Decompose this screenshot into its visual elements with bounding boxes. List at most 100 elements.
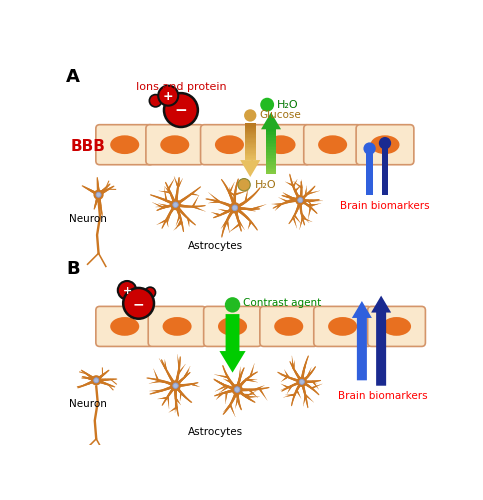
Ellipse shape <box>382 317 411 336</box>
Bar <box>266 171 276 172</box>
Bar <box>245 130 256 132</box>
Ellipse shape <box>110 136 139 154</box>
Bar <box>266 156 276 158</box>
Ellipse shape <box>160 136 189 154</box>
FancyBboxPatch shape <box>200 124 258 164</box>
FancyBboxPatch shape <box>148 306 206 346</box>
Bar <box>266 172 276 174</box>
Text: BBB: BBB <box>71 138 106 154</box>
Bar <box>245 154 256 155</box>
FancyBboxPatch shape <box>252 124 310 164</box>
Text: Astrocytes: Astrocytes <box>188 426 243 436</box>
Text: +: + <box>163 90 173 103</box>
Ellipse shape <box>318 136 347 154</box>
Bar <box>245 133 256 134</box>
Circle shape <box>298 198 303 202</box>
Circle shape <box>260 98 274 112</box>
Ellipse shape <box>215 136 244 154</box>
Ellipse shape <box>163 317 192 336</box>
Bar <box>266 130 276 131</box>
Text: +: + <box>122 286 132 296</box>
Bar <box>266 158 276 159</box>
Circle shape <box>158 86 178 105</box>
Text: A: A <box>66 68 80 86</box>
Text: Brain biomarkers: Brain biomarkers <box>338 391 428 401</box>
FancyBboxPatch shape <box>304 124 361 164</box>
Circle shape <box>295 195 305 205</box>
Ellipse shape <box>370 136 399 154</box>
Bar <box>266 131 276 132</box>
Bar <box>245 142 256 143</box>
Circle shape <box>232 205 238 210</box>
Bar <box>245 139 256 140</box>
Bar <box>245 152 256 154</box>
Bar <box>266 141 276 142</box>
Bar <box>245 123 256 124</box>
FancyBboxPatch shape <box>204 306 261 346</box>
Circle shape <box>299 380 304 384</box>
Circle shape <box>379 137 391 149</box>
Ellipse shape <box>328 317 357 336</box>
Bar <box>266 168 276 170</box>
Bar <box>266 140 276 141</box>
Text: Ions and protein: Ions and protein <box>136 82 226 92</box>
FancyBboxPatch shape <box>356 124 414 164</box>
Circle shape <box>173 383 178 388</box>
Bar <box>266 159 276 160</box>
Bar <box>245 136 256 138</box>
Bar <box>245 132 256 133</box>
Text: B: B <box>66 260 80 278</box>
Circle shape <box>231 384 243 395</box>
Circle shape <box>225 297 240 312</box>
FancyBboxPatch shape <box>146 124 204 164</box>
Bar <box>266 144 276 146</box>
Circle shape <box>238 178 250 191</box>
Circle shape <box>123 288 154 318</box>
Bar <box>266 132 276 134</box>
FancyBboxPatch shape <box>260 306 318 346</box>
Text: Brain biomarkers: Brain biomarkers <box>340 201 430 211</box>
FancyBboxPatch shape <box>96 124 154 164</box>
Bar <box>245 127 256 128</box>
Text: −: − <box>133 297 144 311</box>
Circle shape <box>363 142 376 154</box>
Bar <box>266 154 276 156</box>
Ellipse shape <box>218 317 247 336</box>
Text: H₂O: H₂O <box>255 180 276 190</box>
Text: Neuron: Neuron <box>69 399 107 409</box>
Circle shape <box>229 202 241 213</box>
Circle shape <box>164 93 198 127</box>
Bar <box>266 138 276 140</box>
Bar <box>266 166 276 168</box>
FancyBboxPatch shape <box>314 306 371 346</box>
Bar <box>266 162 276 164</box>
Bar <box>266 164 276 165</box>
Bar <box>245 128 256 130</box>
FancyArrow shape <box>219 314 246 372</box>
Ellipse shape <box>267 136 296 154</box>
Text: Contrast agent: Contrast agent <box>243 298 322 308</box>
FancyArrow shape <box>366 148 373 194</box>
Circle shape <box>91 375 101 386</box>
Bar <box>245 150 256 152</box>
Bar <box>266 165 276 166</box>
Circle shape <box>94 378 99 383</box>
FancyArrow shape <box>352 301 372 380</box>
Circle shape <box>96 192 101 198</box>
Text: H₂O: H₂O <box>277 100 299 110</box>
Bar <box>245 156 256 158</box>
Bar <box>266 152 276 153</box>
Circle shape <box>93 190 104 200</box>
FancyBboxPatch shape <box>96 306 154 346</box>
Bar <box>266 150 276 152</box>
Bar <box>266 146 276 147</box>
Bar <box>245 124 256 126</box>
Bar <box>266 170 276 171</box>
Text: Glucose: Glucose <box>259 110 301 120</box>
Text: Astrocytes: Astrocytes <box>188 241 243 251</box>
Ellipse shape <box>274 317 303 336</box>
Bar <box>245 140 256 141</box>
Bar <box>245 134 256 136</box>
Bar <box>266 142 276 144</box>
Bar <box>245 159 256 160</box>
